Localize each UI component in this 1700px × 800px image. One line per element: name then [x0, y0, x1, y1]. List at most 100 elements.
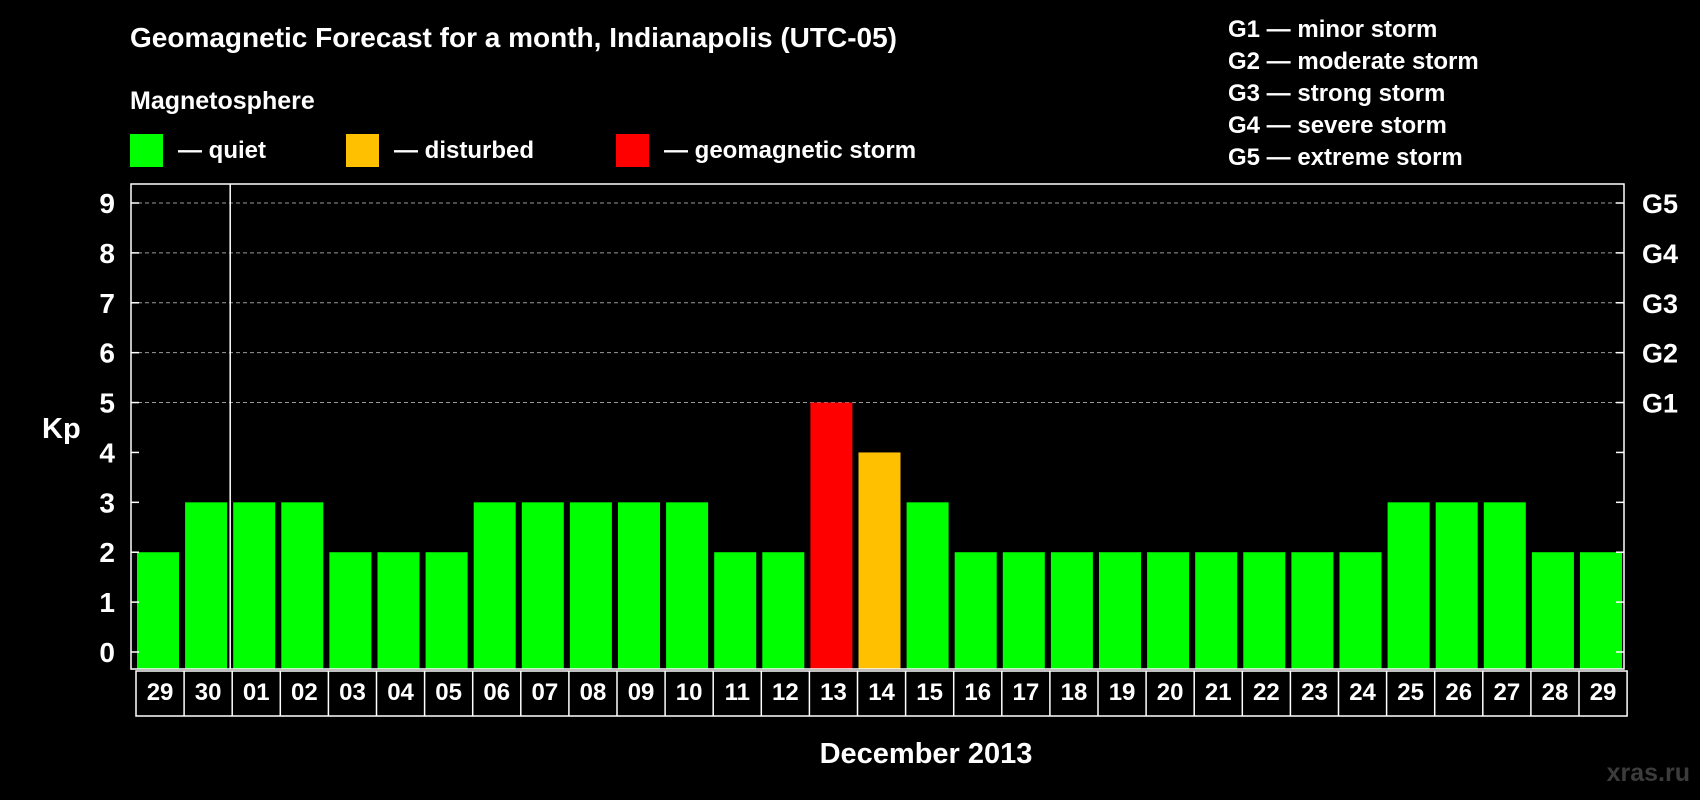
bar-02-3: [281, 502, 324, 669]
y-tick-label-2: 2: [99, 537, 115, 568]
bar-22-23: [1243, 552, 1286, 669]
x-tick-label-16-17: 16: [964, 679, 991, 706]
bar-12-13: [762, 552, 805, 669]
bar-10-11: [666, 502, 709, 669]
x-tick-label-30-1: 30: [195, 679, 222, 706]
bar-03-4: [329, 552, 372, 669]
bar-07-8: [521, 502, 564, 669]
bar-06-7: [473, 502, 516, 669]
date-row-frame: [135, 670, 1628, 717]
x-tick-label-24-25: 24: [1349, 679, 1376, 706]
x-tick-label-15-16: 15: [916, 679, 943, 706]
y-tick-label-6: 6: [99, 338, 115, 369]
y-tick-label-5: 5: [99, 388, 115, 419]
x-tick-label-25-26: 25: [1397, 679, 1424, 706]
g-scale-legend: G1 — minor storm G2 — moderate storm G3 …: [1228, 16, 1479, 171]
bar-20-21: [1147, 552, 1190, 669]
bar-13-14: [810, 402, 853, 669]
x-tick-label-05-6: 05: [435, 679, 462, 706]
x-tick-label-14-15: 14: [868, 679, 895, 706]
bar-29-0: [137, 552, 179, 669]
right-tick-label-G3: G3: [1642, 289, 1678, 319]
bar-21-22: [1195, 552, 1238, 669]
x-tick-label-12-13: 12: [772, 679, 799, 706]
x-tick-label-18-19: 18: [1061, 679, 1088, 706]
bar-16-17: [954, 552, 997, 669]
y-tick-label-4: 4: [99, 437, 115, 468]
chart-title: Geomagnetic Forecast for a month, Indian…: [130, 22, 897, 53]
plot-frame: [130, 183, 1625, 670]
legend-label-disturbed: — disturbed: [394, 137, 534, 164]
watermark: xras.ru: [1607, 759, 1690, 787]
legend-title: Magnetosphere: [130, 87, 315, 115]
y-tick-label-8: 8: [99, 238, 115, 269]
legend-label-storm: — geomagnetic storm: [664, 137, 916, 164]
y-tick-label-0: 0: [99, 637, 115, 668]
y-tick-label-7: 7: [99, 288, 115, 319]
bar-08-9: [569, 502, 612, 669]
x-tick-label-07-8: 07: [531, 679, 558, 706]
bar-19-20: [1099, 552, 1141, 669]
bar-17-18: [1002, 552, 1045, 669]
x-tick-label-21-22: 21: [1205, 679, 1232, 706]
x-tick-label-29-30: 29: [1590, 679, 1617, 706]
bar-15-16: [906, 502, 949, 669]
x-tick-label-08-9: 08: [580, 679, 607, 706]
bar-29-30: [1580, 552, 1622, 669]
bar-23-24: [1291, 552, 1334, 669]
x-tick-label-23-24: 23: [1301, 679, 1328, 706]
legend-swatch-disturbed: [346, 134, 379, 167]
x-tick-label-19-20: 19: [1109, 679, 1136, 706]
g-legend-g4: G4 — severe storm: [1228, 112, 1447, 139]
x-tick-label-17-18: 17: [1012, 679, 1039, 706]
bar-11-12: [714, 552, 757, 669]
legend-label-quiet: — quiet: [178, 137, 266, 164]
y-tick-label-3: 3: [99, 487, 115, 518]
g-legend-g2: G2 — moderate storm: [1228, 48, 1479, 75]
g-legend-g3: G3 — strong storm: [1228, 80, 1445, 107]
x-tick-label-06-7: 06: [483, 679, 510, 706]
x-tick-label-26-27: 26: [1445, 679, 1472, 706]
x-tick-label-11-12: 11: [725, 679, 750, 706]
x-tick-label-20-21: 20: [1157, 679, 1184, 706]
status-legend: — quiet — disturbed — geomagnetic storm: [130, 134, 916, 167]
bar-14-15: [858, 452, 901, 669]
bar-27-28: [1483, 502, 1526, 669]
bar-18-19: [1050, 552, 1093, 669]
bar-04-5: [377, 552, 420, 669]
x-tick-label-28-29: 28: [1542, 679, 1569, 706]
bar-28-29: [1531, 552, 1574, 669]
x-tick-label-13-14: 13: [820, 679, 847, 706]
legend-swatch-quiet: [130, 134, 163, 167]
bar-05-6: [425, 552, 468, 669]
x-tick-label-10-11: 10: [676, 679, 703, 706]
y-tick-label-9: 9: [99, 188, 115, 219]
x-axis-label: December 2013: [820, 738, 1033, 770]
right-tick-label-G4: G4: [1642, 239, 1678, 269]
x-tick-label-09-10: 09: [628, 679, 655, 706]
bar-30-1: [185, 502, 228, 669]
right-tick-label-G5: G5: [1642, 189, 1678, 219]
bar-24-25: [1339, 552, 1382, 669]
x-tick-label-04-5: 04: [387, 679, 414, 706]
x-tick-label-27-28: 27: [1493, 679, 1520, 706]
y-axis-label: Kp: [42, 413, 81, 445]
y-tick-label-1: 1: [99, 587, 115, 618]
x-tick-label-01-2: 01: [243, 679, 270, 706]
right-tick-label-G1: G1: [1642, 389, 1678, 419]
x-tick-label-29-0: 29: [147, 679, 174, 706]
legend-swatch-storm: [616, 134, 649, 167]
x-tick-label-03-4: 03: [339, 679, 366, 706]
g-legend-g5: G5 — extreme storm: [1228, 144, 1463, 171]
x-tick-label-22-23: 22: [1253, 679, 1280, 706]
bar-01-2: [233, 502, 276, 669]
bar-25-26: [1387, 502, 1430, 669]
x-tick-label-02-3: 02: [291, 679, 318, 706]
g-legend-g1: G1 — minor storm: [1228, 16, 1437, 43]
bar-26-27: [1435, 502, 1478, 669]
right-tick-label-G2: G2: [1642, 339, 1678, 369]
bar-09-10: [618, 502, 660, 669]
